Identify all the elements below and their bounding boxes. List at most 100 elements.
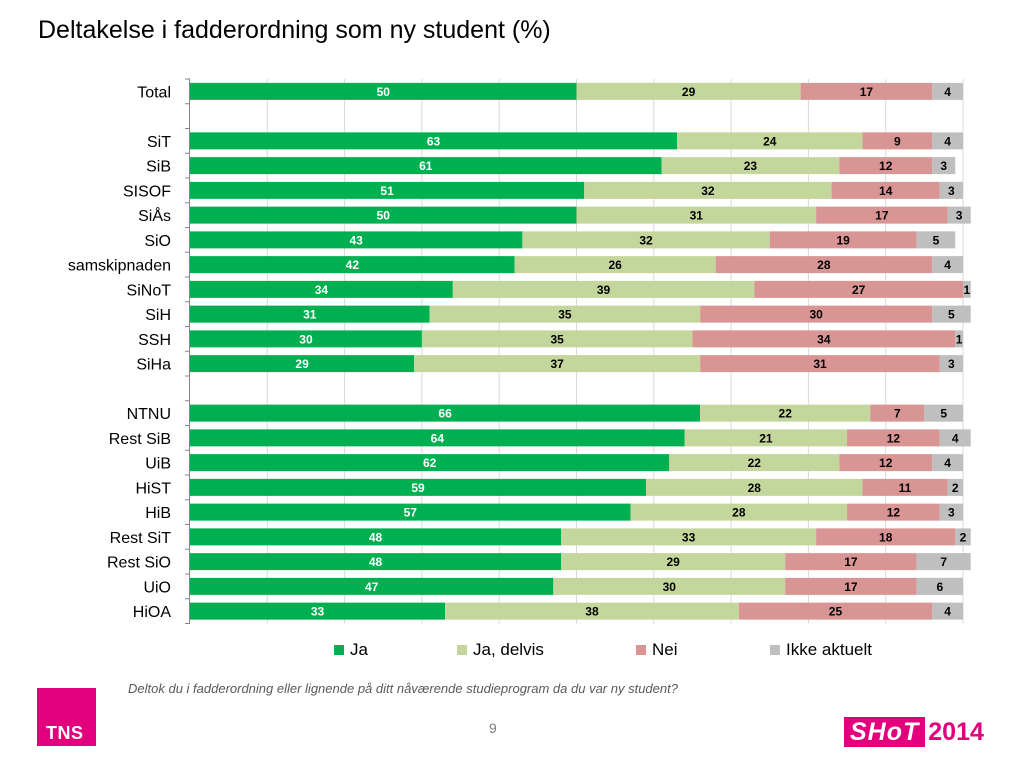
bar-segment: [932, 157, 956, 175]
data-label: 34: [817, 332, 831, 346]
bar-segment: [955, 528, 971, 546]
data-label: 31: [303, 308, 317, 322]
data-label: 12: [887, 506, 901, 520]
data-label: 51: [380, 184, 394, 198]
bar-segment: [700, 355, 940, 373]
data-label: 38: [585, 605, 599, 619]
category-label: SiNoT: [127, 282, 172, 299]
data-label: 26: [608, 258, 622, 272]
bar-segment: [963, 280, 971, 298]
bar-segment: [676, 132, 863, 150]
data-label: 63: [427, 134, 441, 148]
legend-item-ikke-aktuelt: Ikke aktuelt: [770, 640, 872, 660]
bar-segment: [939, 355, 963, 373]
data-label: 21: [759, 431, 773, 445]
bar-segment: [190, 553, 562, 571]
data-label: 4: [944, 134, 951, 148]
data-label: 7: [940, 555, 947, 569]
data-label: 29: [666, 555, 680, 569]
legend-label: Nei: [652, 640, 678, 659]
data-label: 3: [948, 184, 955, 198]
bar-segment: [785, 553, 917, 571]
data-label: 5: [933, 233, 940, 247]
bar-segment: [800, 82, 933, 100]
data-label: 48: [369, 555, 383, 569]
data-label: 4: [944, 456, 951, 470]
category-label: SiHa: [136, 357, 171, 374]
data-label: 4: [952, 431, 959, 445]
data-label: 35: [550, 332, 564, 346]
bar-segment: [692, 330, 956, 348]
data-label: 42: [346, 258, 360, 272]
bar-segment: [700, 305, 933, 323]
data-label: 32: [701, 184, 715, 198]
data-label: 50: [377, 85, 391, 99]
bar-segment: [738, 602, 933, 620]
bar-segment: [754, 280, 963, 298]
bar-segment: [932, 454, 963, 472]
category-label: Rest SiT: [110, 530, 172, 547]
category-label: SiB: [146, 159, 171, 176]
bar-segment: [932, 602, 963, 620]
page-number: 9: [489, 720, 497, 736]
bar-segment: [421, 330, 693, 348]
bar-segment: [190, 503, 631, 521]
bar-segment: [715, 256, 933, 274]
data-label: 17: [860, 85, 874, 99]
data-label: 33: [682, 530, 696, 544]
data-label: 47: [365, 580, 379, 594]
bar-segment: [669, 454, 840, 472]
data-label: 28: [748, 481, 762, 495]
bar-segment: [847, 503, 940, 521]
bar-segment: [932, 132, 963, 150]
bar-segment: [862, 132, 933, 150]
bar-segment: [947, 478, 963, 496]
bar-segment: [646, 478, 863, 496]
data-label: 24: [763, 134, 777, 148]
bar-segment: [955, 330, 963, 348]
bar-segment: [769, 231, 917, 249]
bar-segment: [190, 305, 430, 323]
data-label: 1: [956, 332, 963, 346]
bar-segment: [514, 256, 716, 274]
bar-segment: [939, 181, 963, 199]
data-label: 23: [744, 159, 758, 173]
bar-segment: [924, 404, 963, 422]
bar-segment: [630, 503, 848, 521]
bar-segment: [190, 231, 523, 249]
legend-swatch-ja: [334, 645, 344, 655]
bar-segment: [190, 181, 585, 199]
data-label: 12: [879, 159, 893, 173]
bar-segment: [932, 82, 963, 100]
legend-swatch-ikke-aktuelt: [770, 645, 780, 655]
survey-question: Deltok du i fadderordning eller lignende…: [128, 681, 678, 696]
legend-label: Ikke aktuelt: [786, 640, 872, 659]
category-label: SSH: [138, 332, 171, 349]
data-label: 64: [431, 431, 445, 445]
category-label: HiB: [145, 505, 171, 522]
data-label: 12: [887, 431, 901, 445]
category-label: SiÅs: [138, 206, 171, 225]
data-label: 3: [948, 357, 955, 371]
data-label: 1: [964, 283, 971, 297]
bar-segment: [700, 404, 871, 422]
data-label: 31: [813, 357, 827, 371]
category-label: NTNU: [127, 406, 171, 423]
data-label: 22: [748, 456, 762, 470]
legend-item-nei: Nei: [636, 640, 678, 660]
data-label: 4: [944, 85, 951, 99]
bar-segment: [522, 231, 770, 249]
bar-segment: [414, 355, 701, 373]
bar-segment: [862, 478, 948, 496]
data-label: 6: [936, 580, 943, 594]
data-label: 19: [837, 233, 851, 247]
bar-segment: [452, 280, 755, 298]
bar-segment: [190, 132, 677, 150]
data-label: 18: [879, 530, 893, 544]
bar-segment: [785, 577, 917, 595]
bar-segment: [190, 577, 554, 595]
data-label: 62: [423, 456, 437, 470]
legend-label: Ja: [350, 640, 368, 659]
shot-logo: SHoT 2014: [844, 717, 984, 747]
bar-segment: [684, 429, 848, 447]
